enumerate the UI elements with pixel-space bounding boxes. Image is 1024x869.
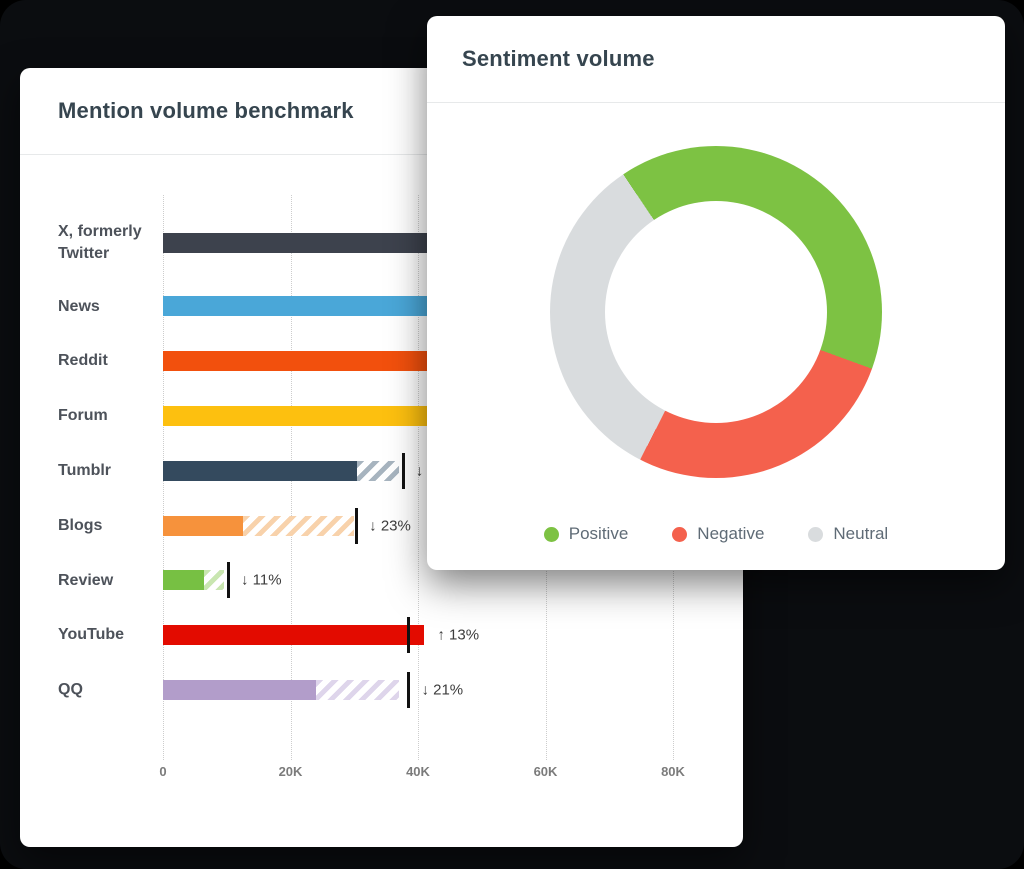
bar-track: ↑ 13%	[163, 608, 743, 663]
benchmark-marker	[227, 562, 231, 599]
bar-row: Tumblr ↓	[20, 443, 743, 498]
bar-track: ↓ 23%	[163, 498, 743, 553]
axis-tick-label: 20K	[278, 764, 303, 779]
benchmark-card-header: Mention volume benchmark	[20, 68, 743, 155]
bar-hatch-segment[interactable]	[316, 679, 399, 700]
change-label: ↓ 11%	[241, 571, 282, 589]
benchmark-marker	[407, 671, 411, 708]
bar-label: Blogs	[58, 516, 103, 534]
axis-tick-label: 80K	[661, 764, 685, 779]
bar-segment[interactable]	[163, 679, 316, 700]
x-axis: 0 20K 40K 60K 80K	[159, 764, 703, 784]
legend-item-negative[interactable]: Negative	[672, 524, 764, 544]
benchmark-marker	[355, 507, 359, 544]
sentiment-card-header: Sentiment volume	[427, 16, 1005, 103]
axis-tick-label: 60K	[533, 764, 558, 779]
bar-row: Review ↓ 11%	[20, 553, 743, 608]
bar-segment[interactable]	[163, 351, 485, 372]
bar-hatch-segment[interactable]	[357, 460, 399, 481]
legend-dot-icon	[672, 526, 688, 542]
bar-hatch-segment[interactable]	[242, 515, 355, 536]
legend-item-positive[interactable]: Positive	[543, 524, 629, 544]
bar-label: Review	[58, 571, 114, 589]
bar-segment[interactable]	[163, 405, 479, 426]
legend-dot-icon	[808, 526, 824, 542]
bar-label: News	[58, 297, 100, 315]
bar-row: QQ ↓ 21%	[20, 663, 743, 718]
bar-row: Forum	[20, 389, 743, 444]
legend-label: Neutral	[833, 524, 889, 543]
bar-row: Blogs ↓ 23%	[20, 498, 743, 553]
mention-volume-bar-chart: X, formerly Twitter News Reddit Forum Tumblr…	[20, 207, 743, 717]
bar-label: Tumblr	[58, 461, 112, 479]
bar-segment[interactable]	[163, 625, 425, 646]
bar-hatch-segment[interactable]	[204, 570, 224, 591]
bar-track: ↓ 21%	[163, 663, 743, 718]
bar-label: X, formerly Twitter	[58, 223, 142, 262]
bar-track	[163, 334, 743, 389]
bar-track	[163, 389, 743, 444]
bar-segment[interactable]	[163, 233, 495, 253]
axis-tick-label: 40K	[406, 764, 430, 779]
sentiment-volume-card: Sentiment volume Positive Negative Neutral	[427, 16, 1005, 570]
bar-track: ↓	[163, 443, 743, 498]
sentiment-legend: Positive Negative Neutral	[427, 524, 1005, 544]
bar-segment[interactable]	[163, 570, 205, 591]
bar-segment[interactable]	[163, 515, 243, 536]
bar-row: Reddit	[20, 334, 743, 389]
bar-track: ↓ 11%	[163, 553, 743, 608]
bar-row: News	[20, 279, 743, 334]
donut-ring[interactable]	[550, 146, 882, 478]
sentiment-donut-chart	[427, 104, 1005, 520]
sentiment-title: Sentiment volume	[462, 46, 655, 71]
bar-row: X, formerly Twitter	[20, 207, 743, 279]
benchmark-title: Mention volume benchmark	[58, 98, 354, 123]
donut-hole	[605, 201, 827, 423]
benchmark-marker	[407, 617, 411, 654]
gridline	[418, 195, 419, 760]
bar-label: YouTube	[58, 626, 125, 644]
bar-track	[163, 279, 743, 334]
legend-dot-icon	[543, 526, 559, 542]
bar-segment[interactable]	[163, 296, 489, 317]
legend-label: Negative	[697, 524, 765, 543]
bar-track	[163, 207, 743, 279]
change-label: ↓ 23%	[369, 517, 411, 535]
legend-item-neutral[interactable]: Neutral	[808, 524, 888, 544]
bar-row: YouTube ↑ 13%	[20, 608, 743, 663]
bar-segment[interactable]	[163, 460, 358, 481]
axis-tick-label: 0	[159, 764, 167, 779]
change-label: ↑ 13%	[437, 626, 480, 644]
bar-label: QQ	[58, 681, 83, 699]
bar-label: Reddit	[58, 352, 108, 370]
change-label: ↓ 21%	[421, 681, 464, 699]
legend-label: Positive	[568, 524, 629, 543]
benchmark-marker	[401, 452, 405, 489]
bar-label: Forum	[58, 407, 108, 425]
change-label: ↓	[415, 462, 424, 480]
